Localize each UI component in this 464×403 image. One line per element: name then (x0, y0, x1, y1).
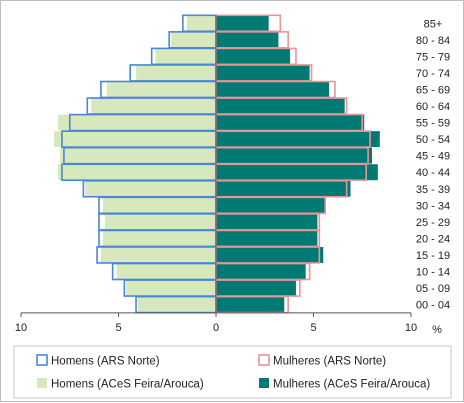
bar-right-filled (216, 213, 318, 230)
legend-label: Mulheres (ACeS Feira/Arouca) (273, 379, 430, 391)
bar-right-filled (216, 114, 365, 131)
age-group-label: 20 - 24 (416, 233, 450, 245)
bar-left-filled (171, 31, 216, 48)
axes: 10 5 0 5 10 % 85+ 80 - 84 75 - 79 70 - 74 65 - 69 6… (15, 15, 450, 336)
bar-right-filled (216, 197, 326, 214)
age-group-label: 70 - 74 (416, 68, 450, 80)
bar-left-filled (100, 247, 216, 263)
bar-left-filled (116, 263, 216, 280)
x-tick-label: 5 (310, 322, 316, 334)
legend-box (13, 345, 452, 399)
age-group-label: 75 - 79 (416, 51, 450, 63)
age-group-label: 60 - 64 (416, 101, 450, 113)
bar-left-filled (138, 296, 216, 313)
age-group-label: 65 - 69 (416, 84, 450, 96)
bar-left-filled (126, 280, 216, 297)
bar-right-filled (216, 164, 378, 181)
bar-right-filled (216, 147, 372, 164)
legend-swatch (37, 378, 47, 388)
legend-label: Homens (ARS Norte) (51, 356, 160, 368)
bar-left-filled (155, 48, 216, 65)
legend-swatch (258, 354, 270, 366)
age-group-label: 40 - 44 (416, 167, 450, 179)
bar-right-filled (216, 296, 285, 313)
bar-right-filled (216, 180, 351, 197)
bar-right-filled (216, 81, 330, 98)
bar-left-filled (104, 213, 216, 230)
bar-left-filled (54, 131, 217, 148)
x-axis-unit-label: % (432, 324, 442, 336)
age-group-label: 50 - 54 (416, 134, 450, 146)
x-tick-label: 5 (115, 322, 121, 334)
bar-left-filled (85, 180, 216, 197)
bar-left-filled (58, 114, 216, 131)
bar-left-filled (58, 164, 216, 181)
age-group-label: 15 - 19 (416, 250, 450, 262)
age-group-label: 45 - 49 (416, 151, 450, 163)
x-tick-label: 10 (15, 322, 27, 334)
bar-left-filled (102, 197, 216, 214)
bar-right-filled (216, 31, 279, 48)
bar-right-filled (216, 131, 380, 148)
legend-label: Mulheres (ARS Norte) (273, 356, 386, 368)
bar-left-filled (60, 147, 216, 164)
bar-left-filled (186, 15, 216, 32)
bar-left-filled (106, 81, 216, 98)
x-tick-label: 10 (405, 322, 417, 334)
legend-swatch (259, 378, 269, 388)
bar-right-filled (216, 247, 324, 263)
legend-swatch (36, 354, 48, 366)
age-group-label: 85+ (424, 18, 443, 30)
bar-left-filled (91, 98, 216, 114)
age-group-label: 80 - 84 (416, 35, 450, 47)
x-tick-label: 0 (213, 322, 219, 334)
age-group-label: 05 - 09 (416, 283, 450, 295)
legend-label: Homens (ACeS Feira/Arouca) (51, 379, 204, 391)
bar-right-filled (216, 280, 296, 297)
age-group-label: 55 - 59 (416, 118, 450, 130)
age-group-label: 30 - 34 (416, 200, 450, 212)
plot-area (54, 14, 380, 314)
bar-right-filled (216, 230, 318, 247)
age-group-label: 10 - 14 (416, 267, 450, 279)
bar-left-filled (102, 230, 216, 247)
age-group-label: 00 - 04 (416, 300, 450, 312)
age-group-label: 25 - 29 (416, 217, 450, 229)
bar-left-filled (136, 64, 216, 81)
legend: Homens (ARS Norte) Mulheres (ARS Norte) Ho… (13, 345, 452, 399)
bar-right-filled (216, 48, 291, 65)
bar-right-filled (216, 15, 269, 32)
bar-right-filled (216, 98, 345, 114)
bar-right-filled (216, 64, 310, 81)
age-group-label: 35 - 39 (416, 184, 450, 196)
bar-right-filled (216, 263, 306, 280)
